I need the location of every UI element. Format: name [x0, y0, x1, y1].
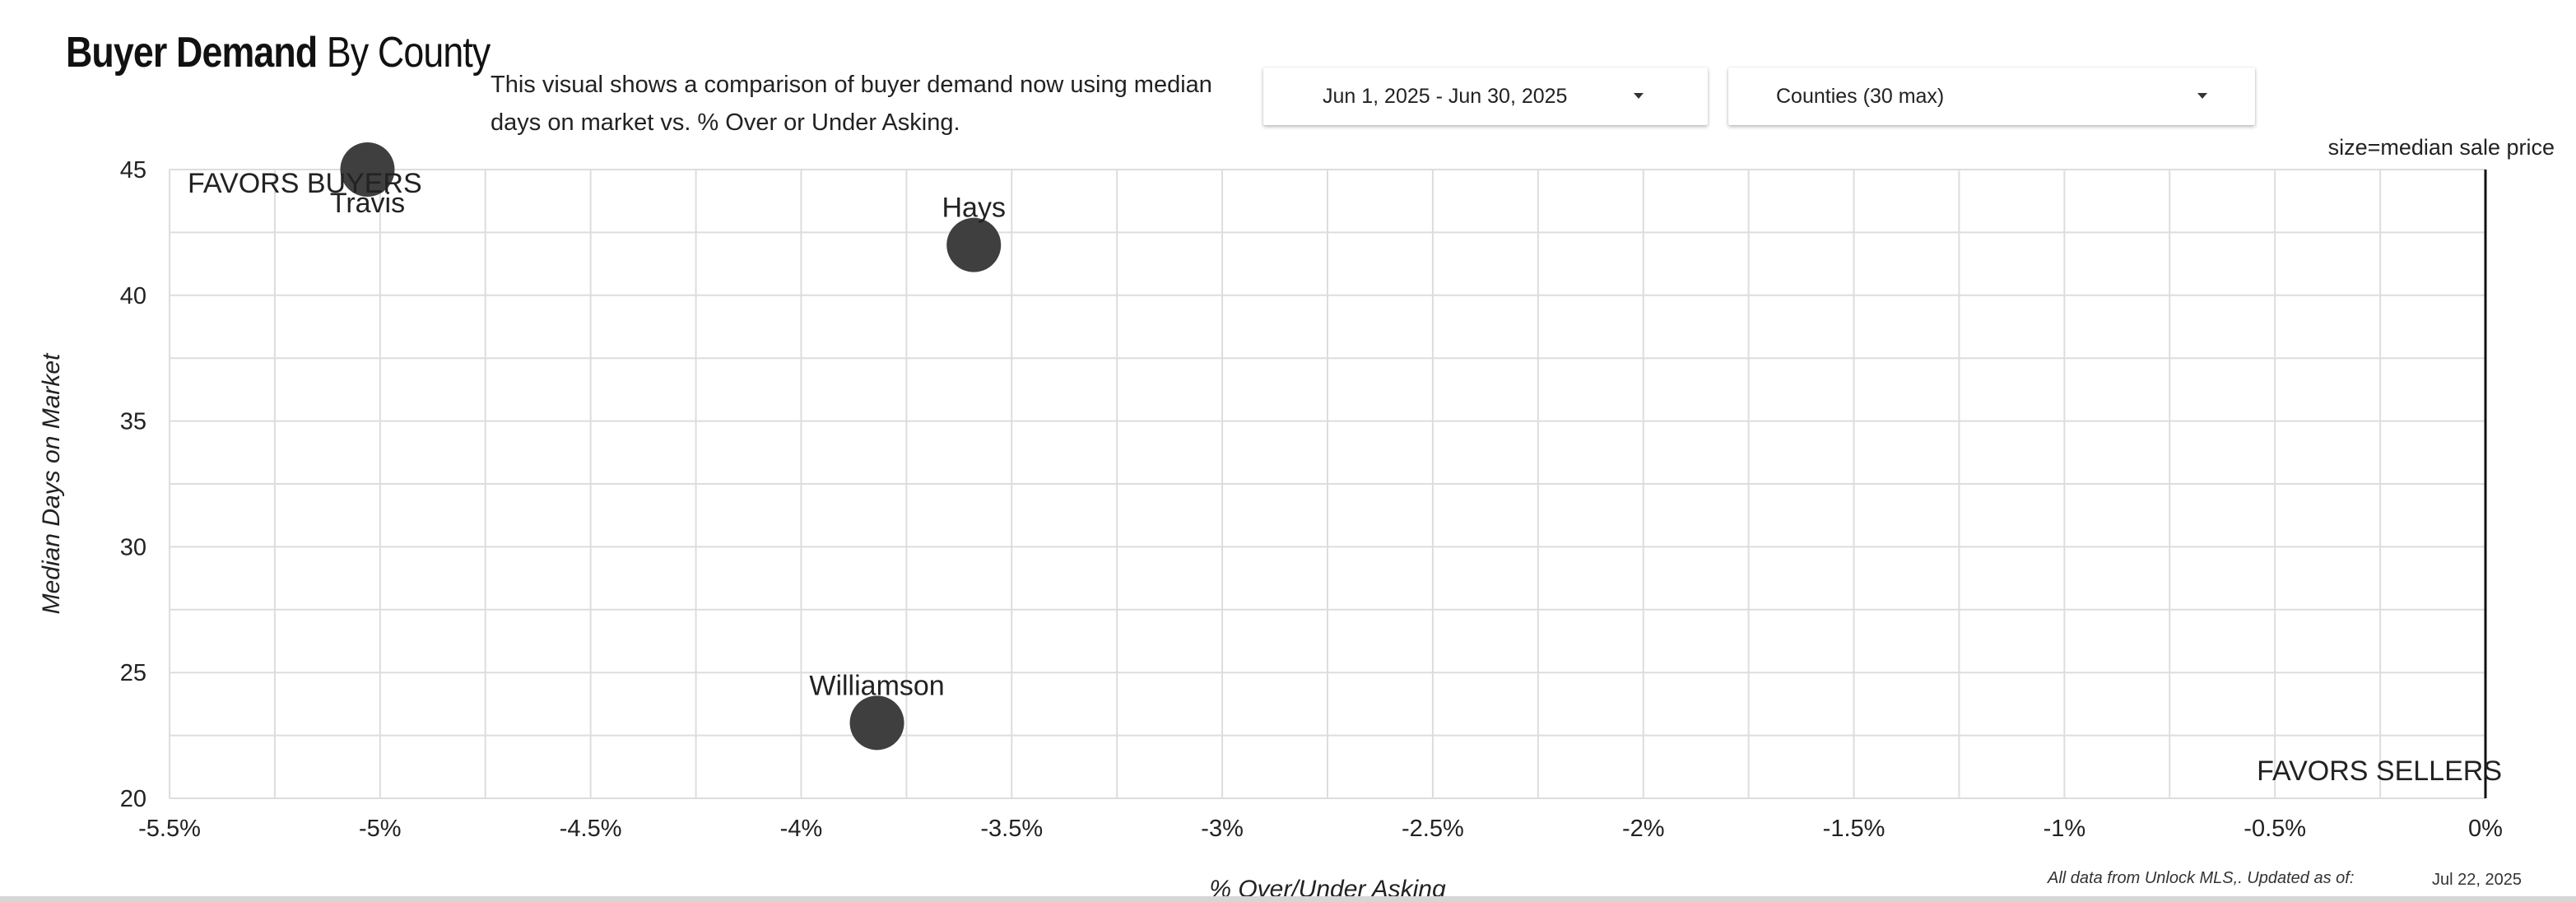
point-label-hays: Hays — [942, 193, 1005, 224]
y-tick-label: 20 — [120, 786, 146, 812]
data-points: Travis Hays Williamson — [330, 142, 1006, 751]
x-axis-ticks: -5.5% -5% -4.5% -4% -3.5% -3% -2.5% -2% -1.5% -1%… — [138, 816, 2503, 842]
page-title: Buyer Demand By County — [66, 28, 491, 77]
chevron-down-icon — [1634, 93, 1644, 99]
data-point-travis[interactable] — [340, 142, 395, 197]
x-tick-label: -3.5% — [980, 816, 1043, 842]
size-legend-note: size=median sale price — [2327, 135, 2555, 160]
x-tick-label: -1% — [2044, 816, 2086, 842]
x-tick-label: 0% — [2468, 816, 2503, 842]
point-label-williamson: Williamson — [809, 670, 944, 701]
x-tick-label: -1.5% — [1823, 816, 1886, 842]
grid-lines — [169, 169, 2486, 799]
date-range-dropdown[interactable]: Jun 1, 2025 - Jun 30, 2025 — [1263, 67, 1708, 125]
y-tick-label: 35 — [120, 409, 146, 435]
date-range-value: Jun 1, 2025 - Jun 30, 2025 — [1323, 85, 1568, 108]
chart-description: This visual shows a comparison of buyer … — [491, 72, 1212, 136]
y-axis-title: Median Days on Market — [38, 352, 65, 614]
county-dropdown[interactable]: Counties (30 max) — [1728, 67, 2255, 125]
y-tick-label: 40 — [120, 283, 146, 309]
chevron-down-icon — [2197, 93, 2207, 99]
x-tick-label: -5.5% — [138, 816, 201, 842]
favors-buyers-label: FAVORS BUYERS — [188, 168, 422, 199]
y-axis-ticks: 20 25 30 35 40 45 — [120, 157, 146, 812]
title-rest: By County — [326, 29, 491, 77]
data-point-hays[interactable] — [946, 217, 1002, 272]
data-source-note: All data from Unlock MLS,. Updated as of… — [2048, 869, 2355, 887]
x-tick-label: -4% — [780, 816, 823, 842]
y-tick-label: 45 — [120, 157, 146, 184]
favors-sellers-label: FAVORS SELLERS — [2257, 756, 2502, 787]
updated-date: Jul 22, 2025 — [2432, 871, 2522, 889]
x-tick-label: -3% — [1201, 816, 1244, 842]
bottom-scrollbar — [0, 896, 2576, 902]
y-tick-label: 25 — [120, 660, 146, 686]
x-tick-label: -4.5% — [560, 816, 622, 842]
x-tick-label: -2.5% — [1402, 816, 1464, 842]
x-tick-label: -2% — [1622, 816, 1665, 842]
y-tick-label: 30 — [120, 534, 146, 560]
county-dropdown-value: Counties (30 max) — [1776, 85, 1945, 108]
title-bold: Buyer Demand — [66, 29, 318, 77]
data-point-williamson[interactable] — [849, 695, 904, 751]
point-label-travis: Travis — [330, 188, 405, 219]
x-tick-label: -5% — [359, 816, 402, 842]
x-tick-label: -0.5% — [2244, 816, 2306, 842]
